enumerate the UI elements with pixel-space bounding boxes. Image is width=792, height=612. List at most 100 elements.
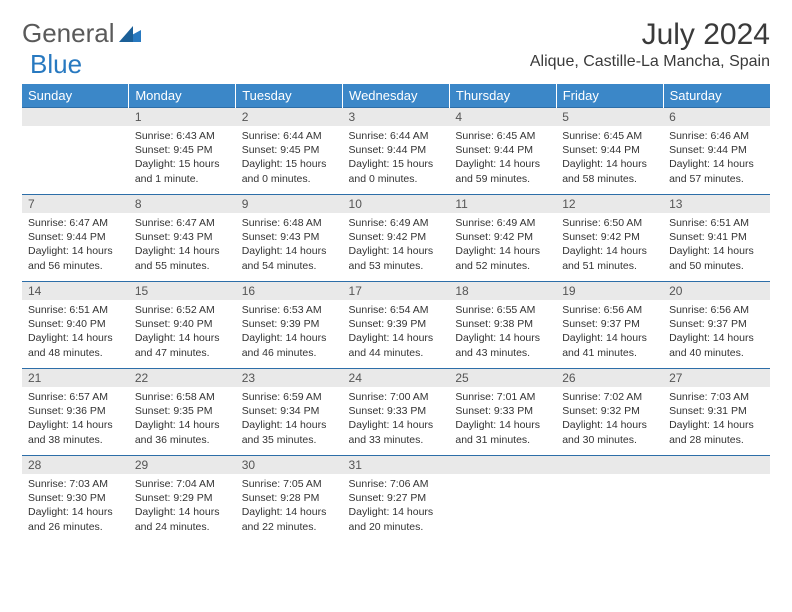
calendar-cell: 16Sunrise: 6:53 AMSunset: 9:39 PMDayligh… bbox=[236, 282, 343, 369]
day-number: 11 bbox=[449, 195, 556, 213]
daylight-line: Daylight: 14 hours and 44 minutes. bbox=[349, 331, 444, 359]
day-body: Sunrise: 7:00 AMSunset: 9:33 PMDaylight:… bbox=[343, 387, 450, 455]
day-number bbox=[22, 108, 129, 126]
sunset-line: Sunset: 9:32 PM bbox=[562, 404, 657, 418]
day-body: Sunrise: 6:49 AMSunset: 9:42 PMDaylight:… bbox=[449, 213, 556, 281]
sunset-line: Sunset: 9:44 PM bbox=[669, 143, 764, 157]
sunrise-line: Sunrise: 7:05 AM bbox=[242, 477, 337, 491]
sunset-line: Sunset: 9:40 PM bbox=[135, 317, 230, 331]
sunset-line: Sunset: 9:36 PM bbox=[28, 404, 123, 418]
day-number: 30 bbox=[236, 456, 343, 474]
day-body: Sunrise: 6:54 AMSunset: 9:39 PMDaylight:… bbox=[343, 300, 450, 368]
daylight-line: Daylight: 14 hours and 51 minutes. bbox=[562, 244, 657, 272]
day-body: Sunrise: 7:01 AMSunset: 9:33 PMDaylight:… bbox=[449, 387, 556, 455]
calendar-cell bbox=[22, 108, 129, 195]
calendar-cell: 11Sunrise: 6:49 AMSunset: 9:42 PMDayligh… bbox=[449, 195, 556, 282]
day-number: 3 bbox=[343, 108, 450, 126]
day-body: Sunrise: 6:46 AMSunset: 9:44 PMDaylight:… bbox=[663, 126, 770, 194]
calendar-cell: 7Sunrise: 6:47 AMSunset: 9:44 PMDaylight… bbox=[22, 195, 129, 282]
day-number: 13 bbox=[663, 195, 770, 213]
day-body: Sunrise: 7:04 AMSunset: 9:29 PMDaylight:… bbox=[129, 474, 236, 542]
sunrise-line: Sunrise: 6:46 AM bbox=[669, 129, 764, 143]
day-body: Sunrise: 6:59 AMSunset: 9:34 PMDaylight:… bbox=[236, 387, 343, 455]
day-body: Sunrise: 6:47 AMSunset: 9:43 PMDaylight:… bbox=[129, 213, 236, 281]
sunset-line: Sunset: 9:27 PM bbox=[349, 491, 444, 505]
daylight-line: Daylight: 15 hours and 1 minute. bbox=[135, 157, 230, 185]
day-number: 19 bbox=[556, 282, 663, 300]
sunset-line: Sunset: 9:45 PM bbox=[135, 143, 230, 157]
daylight-line: Daylight: 15 hours and 0 minutes. bbox=[242, 157, 337, 185]
calendar-row: 1Sunrise: 6:43 AMSunset: 9:45 PMDaylight… bbox=[22, 108, 770, 195]
weekday-header: Sunday bbox=[22, 84, 129, 108]
sunrise-line: Sunrise: 7:03 AM bbox=[28, 477, 123, 491]
weekday-header: Monday bbox=[129, 84, 236, 108]
calendar-cell: 29Sunrise: 7:04 AMSunset: 9:29 PMDayligh… bbox=[129, 456, 236, 543]
day-body: Sunrise: 6:44 AMSunset: 9:44 PMDaylight:… bbox=[343, 126, 450, 194]
calendar-cell: 24Sunrise: 7:00 AMSunset: 9:33 PMDayligh… bbox=[343, 369, 450, 456]
logo-text-blue: Blue bbox=[30, 49, 82, 80]
day-body: Sunrise: 6:53 AMSunset: 9:39 PMDaylight:… bbox=[236, 300, 343, 368]
sunrise-line: Sunrise: 6:49 AM bbox=[349, 216, 444, 230]
daylight-line: Daylight: 14 hours and 28 minutes. bbox=[669, 418, 764, 446]
month-title: July 2024 bbox=[530, 18, 770, 51]
daylight-line: Daylight: 14 hours and 38 minutes. bbox=[28, 418, 123, 446]
day-body: Sunrise: 7:02 AMSunset: 9:32 PMDaylight:… bbox=[556, 387, 663, 455]
calendar-cell: 1Sunrise: 6:43 AMSunset: 9:45 PMDaylight… bbox=[129, 108, 236, 195]
weekday-header: Saturday bbox=[663, 84, 770, 108]
day-number: 20 bbox=[663, 282, 770, 300]
daylight-line: Daylight: 14 hours and 53 minutes. bbox=[349, 244, 444, 272]
day-body: Sunrise: 6:44 AMSunset: 9:45 PMDaylight:… bbox=[236, 126, 343, 194]
day-number: 18 bbox=[449, 282, 556, 300]
sunrise-line: Sunrise: 6:45 AM bbox=[455, 129, 550, 143]
logo-mark-icon bbox=[119, 24, 141, 47]
sunrise-line: Sunrise: 6:44 AM bbox=[242, 129, 337, 143]
sunrise-line: Sunrise: 7:06 AM bbox=[349, 477, 444, 491]
daylight-line: Daylight: 14 hours and 56 minutes. bbox=[28, 244, 123, 272]
calendar-cell: 19Sunrise: 6:56 AMSunset: 9:37 PMDayligh… bbox=[556, 282, 663, 369]
day-number: 31 bbox=[343, 456, 450, 474]
sunrise-line: Sunrise: 7:01 AM bbox=[455, 390, 550, 404]
sunset-line: Sunset: 9:30 PM bbox=[28, 491, 123, 505]
sunrise-line: Sunrise: 6:49 AM bbox=[455, 216, 550, 230]
day-number: 29 bbox=[129, 456, 236, 474]
day-body: Sunrise: 6:49 AMSunset: 9:42 PMDaylight:… bbox=[343, 213, 450, 281]
day-number bbox=[663, 456, 770, 474]
day-number: 14 bbox=[22, 282, 129, 300]
sunset-line: Sunset: 9:29 PM bbox=[135, 491, 230, 505]
calendar-cell: 18Sunrise: 6:55 AMSunset: 9:38 PMDayligh… bbox=[449, 282, 556, 369]
location-subtitle: Alique, Castille-La Mancha, Spain bbox=[530, 53, 770, 71]
sunset-line: Sunset: 9:44 PM bbox=[28, 230, 123, 244]
calendar-cell: 4Sunrise: 6:45 AMSunset: 9:44 PMDaylight… bbox=[449, 108, 556, 195]
sunrise-line: Sunrise: 6:55 AM bbox=[455, 303, 550, 317]
day-body: Sunrise: 6:47 AMSunset: 9:44 PMDaylight:… bbox=[22, 213, 129, 281]
calendar-cell bbox=[449, 456, 556, 543]
day-body: Sunrise: 6:51 AMSunset: 9:41 PMDaylight:… bbox=[663, 213, 770, 281]
day-number: 17 bbox=[343, 282, 450, 300]
sunrise-line: Sunrise: 6:48 AM bbox=[242, 216, 337, 230]
calendar-cell: 9Sunrise: 6:48 AMSunset: 9:43 PMDaylight… bbox=[236, 195, 343, 282]
daylight-line: Daylight: 14 hours and 54 minutes. bbox=[242, 244, 337, 272]
daylight-line: Daylight: 14 hours and 48 minutes. bbox=[28, 331, 123, 359]
sunset-line: Sunset: 9:41 PM bbox=[669, 230, 764, 244]
calendar-cell: 8Sunrise: 6:47 AMSunset: 9:43 PMDaylight… bbox=[129, 195, 236, 282]
sunset-line: Sunset: 9:44 PM bbox=[455, 143, 550, 157]
daylight-line: Daylight: 14 hours and 58 minutes. bbox=[562, 157, 657, 185]
daylight-line: Daylight: 14 hours and 57 minutes. bbox=[669, 157, 764, 185]
day-number bbox=[556, 456, 663, 474]
day-number: 4 bbox=[449, 108, 556, 126]
day-body: Sunrise: 7:03 AMSunset: 9:30 PMDaylight:… bbox=[22, 474, 129, 542]
day-number: 25 bbox=[449, 369, 556, 387]
day-number: 10 bbox=[343, 195, 450, 213]
sunrise-line: Sunrise: 6:56 AM bbox=[562, 303, 657, 317]
day-body bbox=[556, 474, 663, 542]
day-number: 8 bbox=[129, 195, 236, 213]
daylight-line: Daylight: 14 hours and 36 minutes. bbox=[135, 418, 230, 446]
daylight-line: Daylight: 14 hours and 52 minutes. bbox=[455, 244, 550, 272]
calendar-cell: 5Sunrise: 6:45 AMSunset: 9:44 PMDaylight… bbox=[556, 108, 663, 195]
calendar-cell: 17Sunrise: 6:54 AMSunset: 9:39 PMDayligh… bbox=[343, 282, 450, 369]
sunrise-line: Sunrise: 6:51 AM bbox=[669, 216, 764, 230]
daylight-line: Daylight: 14 hours and 20 minutes. bbox=[349, 505, 444, 533]
sunrise-line: Sunrise: 6:54 AM bbox=[349, 303, 444, 317]
calendar-cell: 27Sunrise: 7:03 AMSunset: 9:31 PMDayligh… bbox=[663, 369, 770, 456]
day-number: 2 bbox=[236, 108, 343, 126]
